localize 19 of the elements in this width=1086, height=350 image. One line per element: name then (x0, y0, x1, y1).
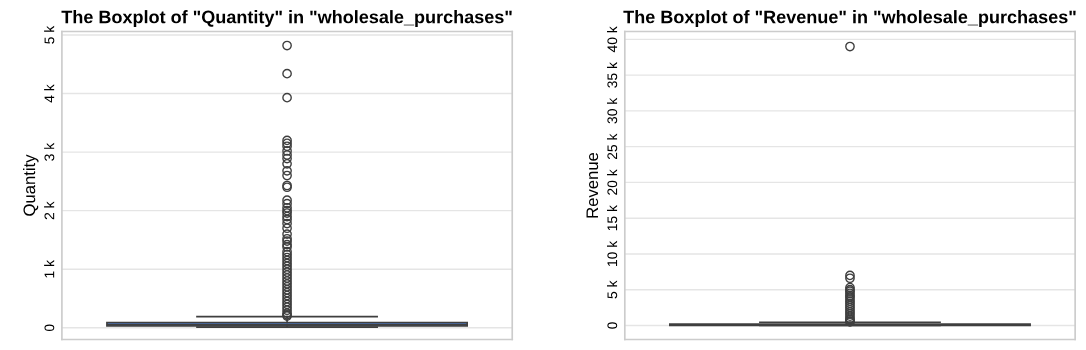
y-tick-label: 4 k (44, 84, 55, 103)
y-tick-label: 20 k (607, 169, 618, 195)
y-tick-label: 25 k (607, 133, 618, 160)
y-tick-label: 2 k (44, 201, 55, 220)
y-tick-label: 35 k (607, 61, 618, 88)
y-tick-label: 5 k (44, 25, 55, 44)
y-tick-label: 5 k (607, 280, 618, 299)
y-axis-title: Quantity (23, 154, 39, 216)
y-tick-label: 0 (607, 322, 618, 329)
y-tick-label: 0 (44, 324, 55, 332)
y-tick-label: 15 k (607, 205, 618, 231)
y-tick-label: 30 k (607, 97, 618, 124)
y-tick-label: 1 k (44, 259, 55, 278)
y-axis-title: Revenue (586, 152, 599, 218)
y-tick-label: 3 k (44, 142, 55, 161)
chart-title: The Boxplot of "Quantity" in "wholesale_purchases" (61, 10, 512, 27)
y-tick-label: 10 k (607, 240, 618, 267)
y-tick-label: 40 k (607, 26, 618, 53)
chart-title: The Boxplot of "Revenue" in "wholesale_purchases" (623, 10, 1076, 27)
